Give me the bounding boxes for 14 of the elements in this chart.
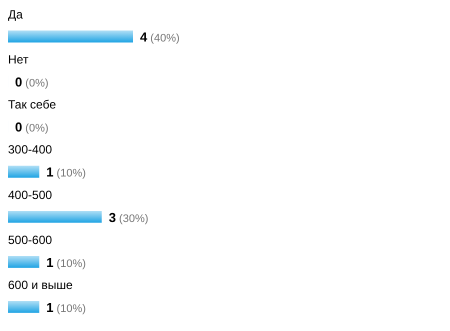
- y-tick-label: 300-400: [8, 142, 52, 157]
- y-tick-label: 600 и выше: [8, 278, 74, 292]
- y-tick-label: Так себе: [8, 98, 56, 112]
- y-tick-label: Нет: [8, 52, 29, 67]
- y-tick-label: Да: [8, 8, 24, 22]
- data-label: 1 (10%): [46, 300, 86, 315]
- data-label: 1 (10%): [46, 254, 86, 270]
- y-tick-label: 500-600: [8, 232, 52, 247]
- data-label: 4 (40%): [140, 30, 180, 44]
- y-tick-label: 400-500: [8, 188, 52, 202]
- data-label: 0 (0%): [15, 120, 49, 135]
- data-label: 1 (10%): [46, 164, 86, 180]
- data-label: 3 (30%): [108, 210, 148, 225]
- data-label: 0 (0%): [15, 74, 49, 90]
